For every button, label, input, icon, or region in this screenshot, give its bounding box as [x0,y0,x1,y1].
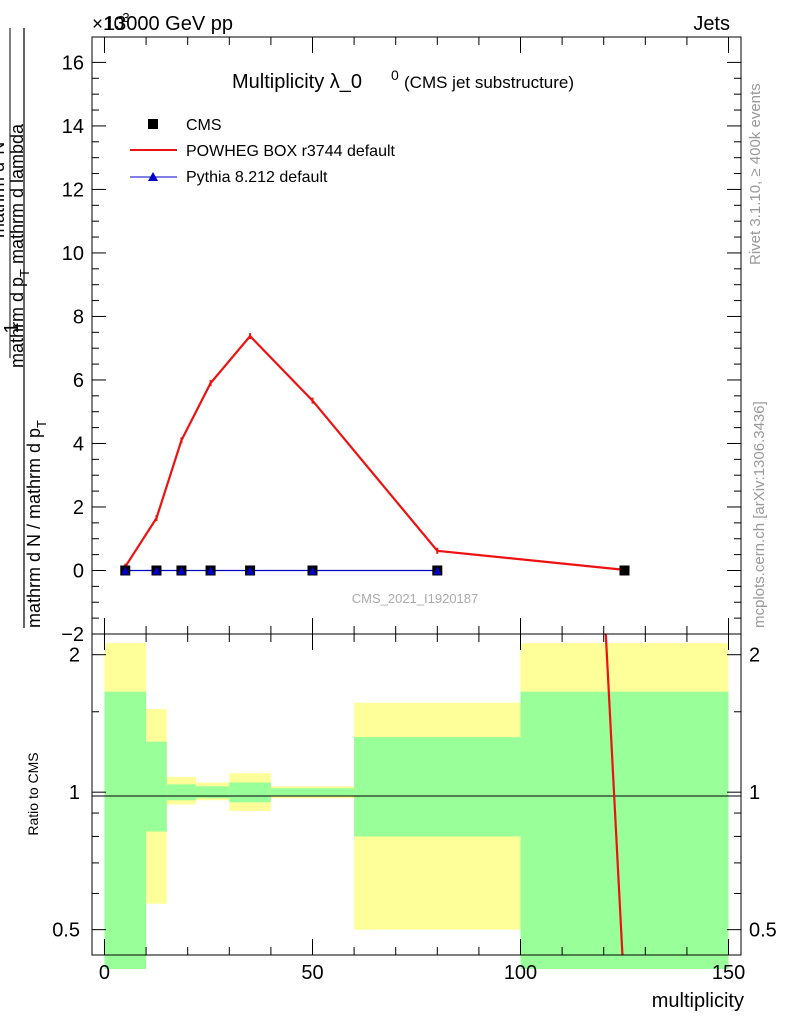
y-tick-label: 8 [73,306,84,328]
cms-point [619,565,630,576]
ratio-band-inner [520,691,729,970]
x-tick-label: 150 [712,962,745,984]
ratio-y-tick-label: 0.5 [52,920,80,942]
x-tick-label: 50 [301,962,323,984]
x-axis-label: multiplicity [652,990,744,1012]
legend-pythia-marker [148,172,158,181]
pythia-point [433,566,442,575]
y-label-numerator: 1 [1,322,23,333]
ratio-band-inner [104,691,147,970]
ratio-plot-frame [91,633,742,956]
x-tick-label: 0 [99,962,110,984]
ratio-series-group [604,633,624,956]
y-label-deriv-bottom: mathrm d pT mathrm d lambda [7,123,32,368]
y-tick-label: 14 [62,116,84,138]
y-tick-label: 4 [73,433,84,455]
header-exponent-sup: -3 [118,10,130,25]
ratio-bands-group [104,643,729,970]
ratio-band-inner [354,737,521,837]
header-exponent: ×10 [92,14,124,35]
ratio-band-inner [196,786,230,799]
legend-powheg-label: POWHEG BOX r3744 default [186,143,396,160]
legend-cms-label: CMS [186,117,222,134]
analysis-label: CMS_2021_I1920187 [352,591,479,606]
y-tick-label: 0 [73,560,84,582]
mcplots-label: mcplots.cern.ch [arXiv:1306.3436] [751,401,768,628]
y-tick-label: 10 [62,243,84,265]
ratio-powheg-line [604,633,624,956]
pythia-point [152,566,161,575]
ratio-band-inner [166,784,197,801]
pythia-point [121,566,130,575]
ratio-band-inner [229,782,271,803]
header-energy: 13000 GeV pp [104,13,233,35]
ratio-y-tick-label-right: 1 [749,782,760,804]
ratio-band-inner [146,741,167,832]
rivet-label: Rivet 3.1.10, ≥ 400k events [747,83,764,265]
y-label-deriv-top: mathrm d2N [0,142,8,238]
pythia-point [177,566,186,575]
plot-title: Multiplicity λ_0 [232,71,362,93]
legend-pythia-label: Pythia 8.212 default [186,169,328,186]
ratio-y-axis: 0.5 0.5 1 1 2 2 [52,645,777,942]
y-label-denominator: mathrm d N / mathrm d pT [24,420,49,628]
header-process: Jets [693,13,730,35]
main-y-label: 1 mathrm d N / mathrm d pT mathrm d2N ma… [0,28,49,628]
y-tick-label: 12 [62,179,84,201]
ratio-x-axis: 0 50 100 150 [99,634,745,984]
powheg-line [124,334,625,571]
y-tick-label: 6 [73,370,84,392]
pythia-point [206,566,215,575]
main-x-axis-ticks [103,37,730,634]
ratio-y-tick-label: 1 [69,782,80,804]
plot-title-sup: 0 [391,67,399,83]
x-tick-label: 100 [504,962,537,984]
ratio-band-inner [270,788,355,797]
ratio-y-tick-label: 2 [69,645,80,667]
y-tick-label: −2 [61,624,84,646]
y-tick-label: 16 [62,52,84,74]
ratio-y-tick-label-right: 2 [749,645,760,667]
y-tick-label: 2 [73,497,84,519]
pythia-point [246,566,255,575]
pythia-point [308,566,317,575]
main-series-group [120,333,630,576]
plot-subtitle: (CMS jet substructure) [404,73,574,92]
ratio-y-tick-label-right: 0.5 [749,920,777,942]
ratio-y-label: Ratio to CMS [25,752,41,835]
legend-cms-marker [148,119,158,129]
main-y-axis: −2 0 2 4 6 8 10 12 14 16 [61,52,741,646]
